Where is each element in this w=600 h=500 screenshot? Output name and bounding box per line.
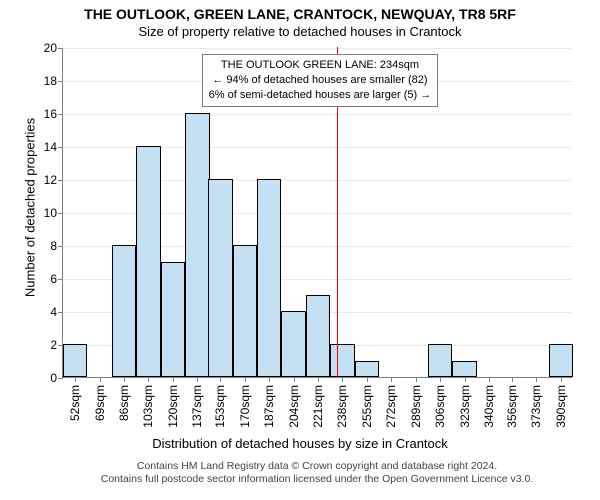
chart-container: THE OUTLOOK, GREEN LANE, CRANTOCK, NEWQU… [0,0,600,500]
xtick-label: 340sqm [482,385,496,428]
gridline-h [63,114,572,115]
xtick-mark [148,377,149,382]
xtick-label: 86sqm [117,385,131,421]
histogram-bar [185,113,209,377]
histogram-bar [306,295,330,378]
xtick-mark [489,377,490,382]
xtick-mark [465,377,466,382]
ytick-label: 8 [50,239,63,253]
xtick-label: 373sqm [529,385,543,428]
xtick-label: 103sqm [141,385,155,428]
xtick-label: 187sqm [262,385,276,428]
histogram-bar [63,344,87,377]
footer-text: Contains HM Land Registry data © Crown c… [62,460,572,486]
xtick-label: 306sqm [433,385,447,428]
chart-title: THE OUTLOOK, GREEN LANE, CRANTOCK, NEWQU… [0,6,600,22]
xtick-mark [367,377,368,382]
chart-subtitle: Size of property relative to detached ho… [0,24,600,39]
ytick-label: 2 [50,338,63,352]
ytick-label: 14 [44,140,63,154]
gridline-h [63,48,572,49]
ytick-label: 0 [50,371,63,385]
ytick-label: 4 [50,305,63,319]
ytick-label: 18 [44,74,63,88]
xtick-mark [342,377,343,382]
xtick-mark [100,377,101,382]
xtick-label: 323sqm [458,385,472,428]
histogram-bar [136,146,160,377]
xtick-label: 153sqm [213,385,227,428]
histogram-bar [428,344,452,377]
xtick-label: 238sqm [335,385,349,428]
xtick-label: 137sqm [190,385,204,428]
xtick-label: 272sqm [384,385,398,428]
xtick-label: 120sqm [166,385,180,428]
xtick-mark [318,377,319,382]
xtick-mark [269,377,270,382]
xtick-label: 221sqm [311,385,325,428]
annotation-box: THE OUTLOOK GREEN LANE: 234sqm ← 94% of … [202,54,439,107]
xtick-mark [245,377,246,382]
xtick-mark [536,377,537,382]
xtick-label: 390sqm [554,385,568,428]
xtick-label: 69sqm [93,385,107,421]
xtick-mark [220,377,221,382]
footer-line2: Contains full postcode sector informatio… [62,473,572,486]
xtick-label: 170sqm [238,385,252,428]
ytick-label: 6 [50,272,63,286]
xtick-label: 255sqm [360,385,374,428]
x-axis-label: Distribution of detached houses by size … [0,436,600,451]
histogram-bar [257,179,281,377]
xtick-mark [416,377,417,382]
ytick-label: 16 [44,107,63,121]
xtick-mark [124,377,125,382]
histogram-bar [452,361,476,378]
histogram-bar [330,344,354,377]
ytick-label: 20 [44,41,63,55]
histogram-bar [549,344,573,377]
xtick-label: 204sqm [287,385,301,428]
xtick-mark [75,377,76,382]
xtick-mark [561,377,562,382]
xtick-mark [173,377,174,382]
xtick-mark [440,377,441,382]
annotation-line1: THE OUTLOOK GREEN LANE: 234sqm [209,58,432,73]
histogram-bar [161,262,185,378]
xtick-mark [197,377,198,382]
xtick-label: 289sqm [409,385,423,428]
y-axis-label: Number of detached properties [23,108,38,308]
xtick-mark [294,377,295,382]
xtick-label: 356sqm [505,385,519,428]
histogram-bar [355,361,379,378]
histogram-bar [233,245,257,377]
ytick-label: 10 [44,206,63,220]
xtick-label: 52sqm [68,385,82,421]
annotation-line2: ← 94% of detached houses are smaller (82… [209,73,432,88]
histogram-bar [208,179,232,377]
ytick-label: 12 [44,173,63,187]
plot-area: 0246810121416182052sqm69sqm86sqm103sqm12… [62,48,572,378]
histogram-bar [281,311,305,377]
histogram-bar [112,245,136,377]
footer-line1: Contains HM Land Registry data © Crown c… [62,460,572,473]
xtick-mark [391,377,392,382]
annotation-line3: 6% of semi-detached houses are larger (5… [209,88,432,103]
xtick-mark [512,377,513,382]
